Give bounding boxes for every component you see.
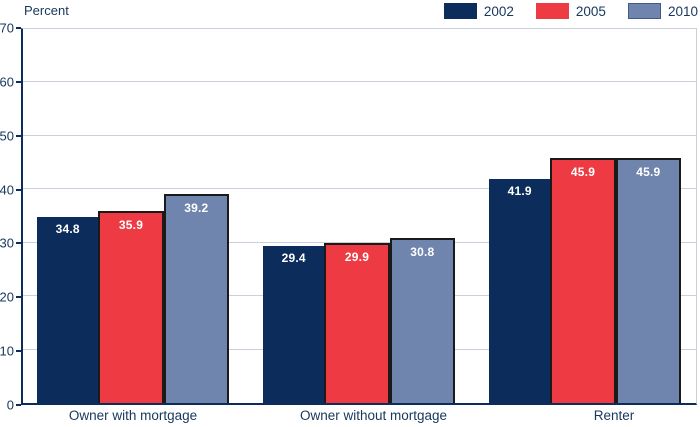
bar-groups: 34.8 35.9 39.2 29.4 29.9 30.8 41.9 45.9 45.9 <box>23 29 696 403</box>
y-axis-title: Percent <box>24 3 69 18</box>
legend: 2002 2005 2010 <box>443 3 698 19</box>
y-tick-40 <box>16 188 21 191</box>
bar-value-label: 29.9 <box>344 250 370 265</box>
x-category-label-3: Renter <box>593 408 635 423</box>
bar-2002-1: 34.8 <box>37 217 99 403</box>
bar-2010-1: 39.2 <box>163 193 229 403</box>
plot-area: 34.8 35.9 39.2 29.4 29.9 30.8 41.9 45.9 45.9 <box>21 28 697 405</box>
y-tick-70 <box>16 27 21 29</box>
bar-value-label: 30.8 <box>410 245 435 260</box>
bar-value-label: 34.8 <box>55 222 80 237</box>
y-tick-label-60: 60 <box>0 74 14 90</box>
y-tick-label-70: 70 <box>0 20 14 36</box>
y-tick-label-10: 10 <box>0 343 14 359</box>
bar-value-label: 35.9 <box>118 218 144 233</box>
y-tick-10 <box>16 350 21 353</box>
legend-swatch-2005 <box>535 3 569 19</box>
legend-swatch-2002 <box>443 3 477 19</box>
x-category-label-1: Owner with mortgage <box>68 408 198 423</box>
y-tick-label-50: 50 <box>0 128 14 144</box>
bar-value-label: 45.9 <box>636 164 661 179</box>
y-tick-0 <box>16 404 21 406</box>
bar-value-label: 39.2 <box>184 200 209 215</box>
x-axis-labels: Owner with mortgage Owner without mortgag… <box>23 408 700 423</box>
bar-2002-3: 41.9 <box>489 179 551 403</box>
legend-item-2002: 2002 <box>443 3 514 19</box>
y-tick-20 <box>16 296 21 299</box>
bar-2005-3: 45.9 <box>550 157 616 403</box>
gridline-30 <box>23 241 696 243</box>
x-category-label-2: Owner without mortgage <box>299 408 448 423</box>
bar-value-label: 29.4 <box>281 250 306 265</box>
y-tick-label-40: 40 <box>0 182 14 198</box>
legend-item-2010: 2010 <box>627 3 698 19</box>
y-axis: 0 10 20 30 40 50 60 70 <box>0 21 21 413</box>
legend-label: 2010 <box>667 3 698 19</box>
y-tick-50 <box>16 134 21 137</box>
legend-label: 2002 <box>483 3 514 19</box>
legend-label: 2005 <box>575 3 606 19</box>
y-tick-label-30: 30 <box>0 235 14 251</box>
bar-group-1: 34.8 35.9 39.2 <box>37 29 229 403</box>
bar-2005-2: 29.9 <box>324 243 390 403</box>
gridline-60 <box>23 81 696 83</box>
y-tick-label-20: 20 <box>0 289 14 305</box>
gridline-50 <box>23 134 696 136</box>
bar-value-label: 45.9 <box>570 164 596 179</box>
legend-swatch-2010 <box>627 3 661 19</box>
gridline-40 <box>23 188 696 190</box>
y-tick-label-0: 0 <box>6 397 14 413</box>
bar-2005-1: 35.9 <box>98 211 164 403</box>
y-tick-30 <box>16 242 21 245</box>
bar-2010-2: 30.8 <box>389 238 455 403</box>
bar-group-2: 29.4 29.9 30.8 <box>263 29 455 403</box>
bar-2010-3: 45.9 <box>615 157 681 403</box>
bar-group-3: 41.9 45.9 45.9 <box>489 29 681 403</box>
bar-2002-2: 29.4 <box>263 245 325 403</box>
y-tick-60 <box>16 80 21 83</box>
bar-value-label: 41.9 <box>507 184 532 199</box>
legend-item-2005: 2005 <box>535 3 606 19</box>
